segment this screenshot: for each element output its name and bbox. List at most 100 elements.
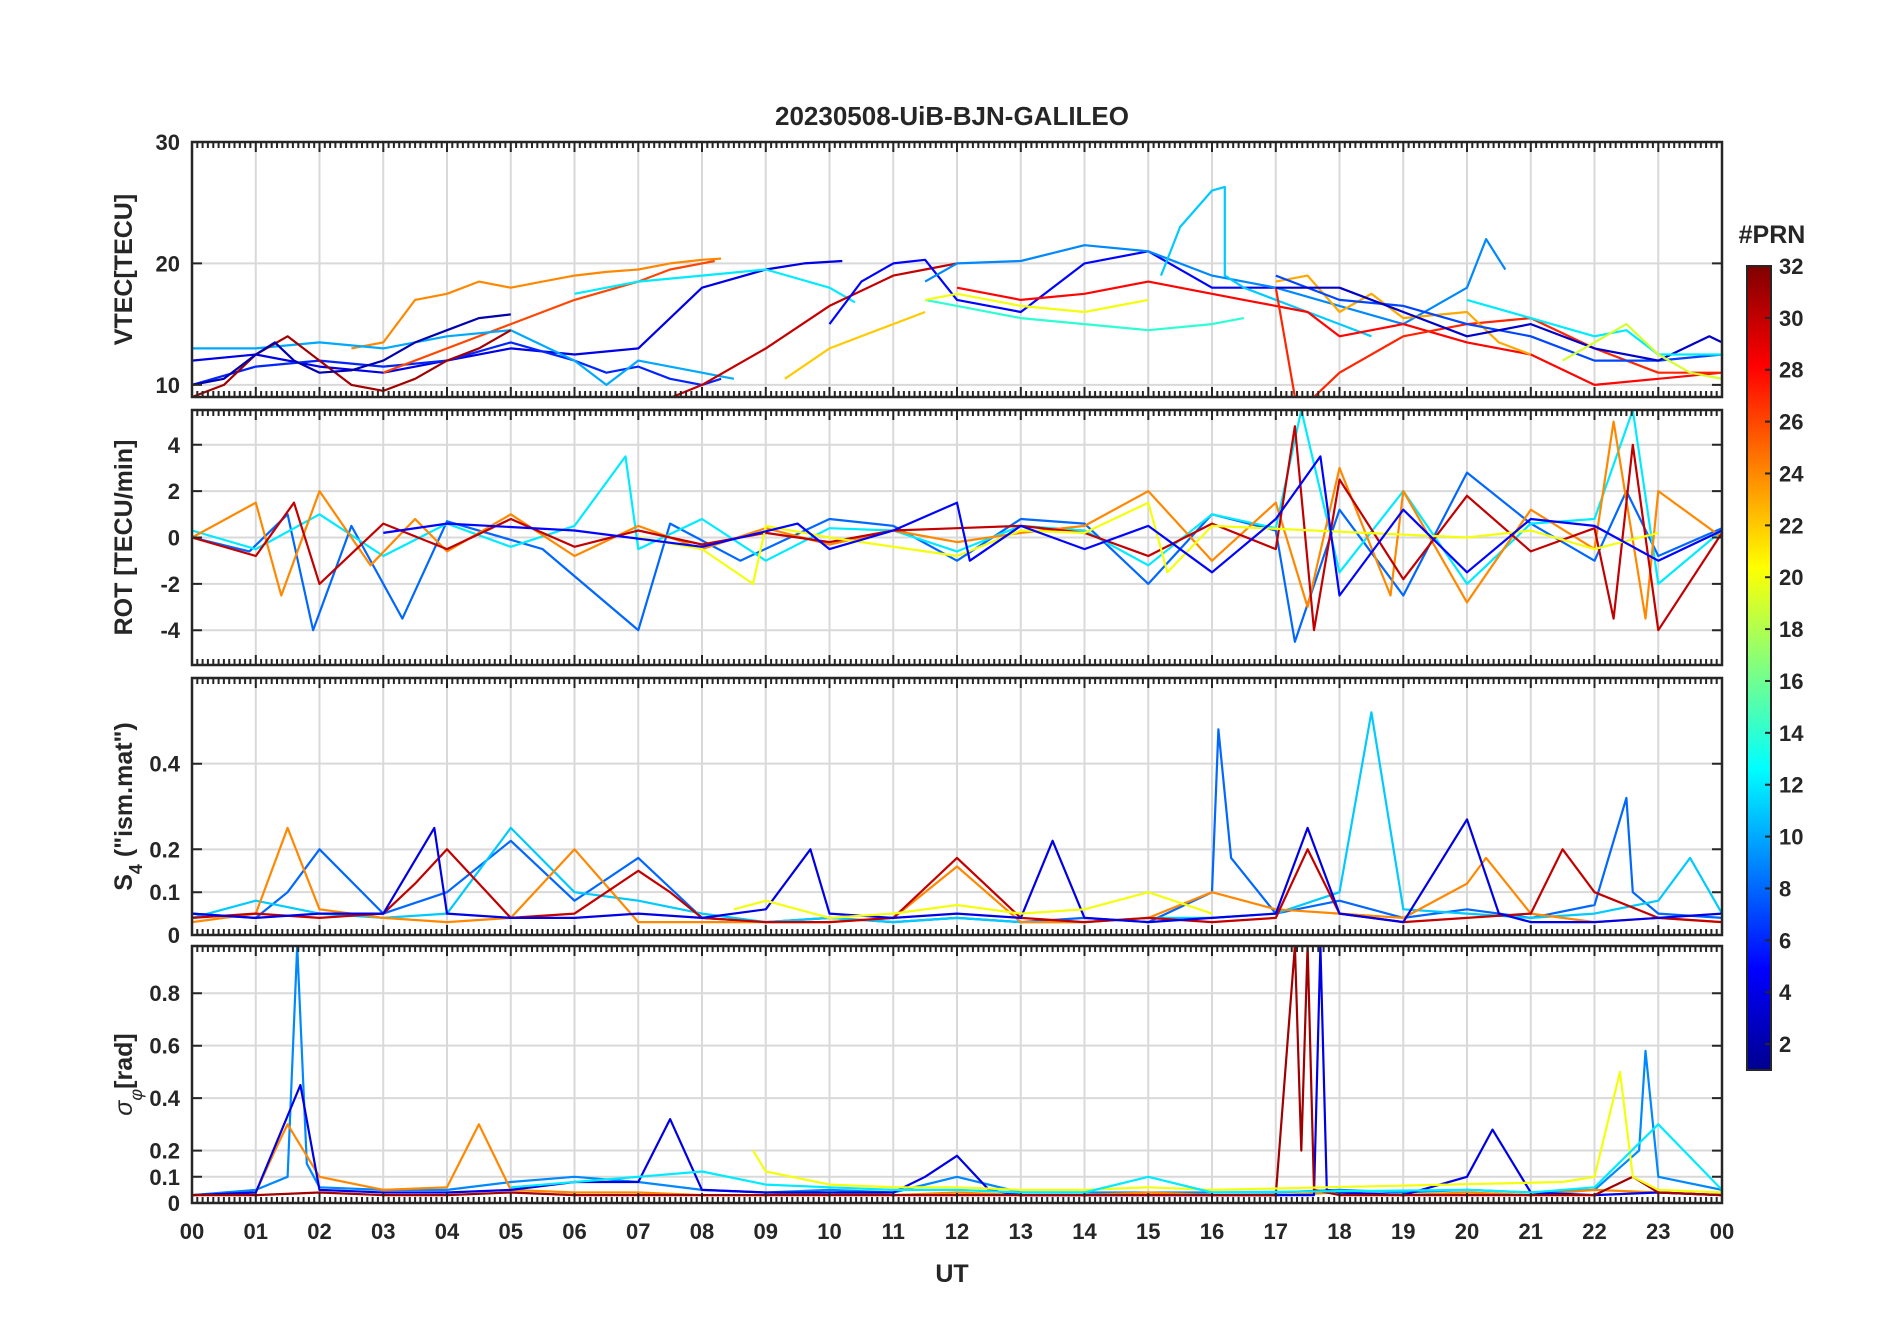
series-line-prn-5 xyxy=(828,250,1276,325)
x-tick-label: 01 xyxy=(244,1219,268,1244)
x-ticks xyxy=(191,946,1723,1203)
x-tick-label: 02 xyxy=(307,1219,331,1244)
series-line-prn-20 xyxy=(924,292,1149,314)
x-tick-label: 12 xyxy=(945,1219,969,1244)
x-tick-label: 00 xyxy=(1710,1219,1734,1244)
x-tick-label: 11 xyxy=(882,1219,905,1244)
series-line-prn-4 xyxy=(192,818,1722,924)
colorbar-gradient xyxy=(1746,265,1772,1071)
x-tick-label: 19 xyxy=(1391,1219,1415,1244)
colorbar-tick-label: 18 xyxy=(1779,617,1803,642)
series-line-prn-30 xyxy=(669,262,958,397)
y-axis-label-main: σ xyxy=(110,1100,138,1116)
series-line-prn-5 xyxy=(383,455,1722,597)
colorbar-tick-label: 28 xyxy=(1779,358,1803,383)
colorbar-tick-label: 8 xyxy=(1779,876,1791,901)
colorbar-tick-label: 14 xyxy=(1779,721,1804,746)
x-tick-label: 03 xyxy=(371,1219,395,1244)
colorbar-tick-label: 4 xyxy=(1779,980,1792,1005)
y-ticks xyxy=(192,141,1722,386)
y-axis-label: σφ[rad] xyxy=(110,1033,146,1115)
y-axis-label: ROT [TECU/min] xyxy=(110,440,138,636)
series-line-prn-28 xyxy=(956,280,1722,386)
y-axis-label: VTEC[TECU] xyxy=(110,194,138,345)
series-line-prn-24 xyxy=(192,420,1722,620)
y-axis-label-main: S xyxy=(110,874,138,891)
y-tick-label: 10 xyxy=(156,373,180,398)
x-tick-label: 22 xyxy=(1582,1219,1606,1244)
y-tick-label: 0.4 xyxy=(149,752,180,777)
series-line-prn-24 xyxy=(192,826,1722,924)
x-tick-label: 21 xyxy=(1519,1219,1543,1244)
x-tick-label: 15 xyxy=(1136,1219,1160,1244)
y-tick-label: 0.8 xyxy=(149,981,180,1006)
series-group xyxy=(192,185,1722,397)
series-line-prn-19 xyxy=(1562,323,1722,380)
series-line-prn-26 xyxy=(382,259,715,374)
x-tick-label: 17 xyxy=(1264,1219,1288,1244)
y-tick-label: 2 xyxy=(168,479,180,504)
colorbar-tick-label: 10 xyxy=(1779,825,1803,850)
y-tick-label: 0 xyxy=(168,526,180,551)
y-ticks xyxy=(192,992,1722,1204)
x-tick-label: 06 xyxy=(562,1219,586,1244)
x-tick-label: 13 xyxy=(1009,1219,1033,1244)
y-tick-label: 0.2 xyxy=(149,1139,180,1164)
x-ticks xyxy=(191,410,1723,665)
y-tick-label: 0 xyxy=(168,923,180,948)
series-line-prn-24 xyxy=(192,1123,1722,1197)
y-tick-label: 0.2 xyxy=(149,837,180,862)
panel-3: 00.10.20.4S4 ("ism.mat") xyxy=(110,676,1724,948)
colorbar-label: #PRN xyxy=(1739,221,1806,249)
x-tick-label: 10 xyxy=(817,1219,841,1244)
chart-title: 20230508-UiB-BJN-GALILEO xyxy=(775,101,1129,131)
y-axis-label-sub: φ xyxy=(126,1089,146,1101)
x-tick-label: 00 xyxy=(180,1219,204,1244)
y-tick-label: 20 xyxy=(156,251,180,276)
colorbar-tick-label: 6 xyxy=(1779,928,1791,953)
panel-4: 00.10.2 0.4 0.6 0.8 σφ[rad] xyxy=(110,944,1724,1216)
y-tick-label: 0.1 xyxy=(149,1165,180,1190)
x-tick-label: 14 xyxy=(1072,1219,1097,1244)
series-line-prn-20 xyxy=(752,1070,1722,1194)
x-tick-label: 09 xyxy=(754,1219,778,1244)
x-tick-labels: 00 01 02 03 04 05 06 07 08 09 10 11 12 13 14 15 16 17 18 19… xyxy=(180,1219,1734,1244)
series-line-prn-24 xyxy=(351,257,722,350)
colorbar-tick-label: 24 xyxy=(1779,461,1804,486)
series-line-prn-11 xyxy=(1159,185,1372,338)
series-line-prn-31 xyxy=(192,946,1722,1197)
y-axis-label-sub: 4 xyxy=(126,864,146,874)
y-tick-label: 4 xyxy=(168,433,181,458)
panel-2: -4 -2 0 2 4 ROT [TECU/min] xyxy=(110,408,1724,667)
series-line-prn-12 xyxy=(510,1123,1722,1194)
panel-1: 10 20 30 VTEC[TECU] xyxy=(110,130,1724,399)
y-tick-label: 0.4 xyxy=(149,1086,180,1111)
y-ticks xyxy=(192,762,1722,936)
y-tick-label: -4 xyxy=(160,618,180,643)
series-line-prn-31 xyxy=(192,329,512,397)
series-line-prn-8 xyxy=(192,471,1722,643)
series-line-prn-22 xyxy=(784,310,926,380)
colorbar-tick-label: 16 xyxy=(1779,669,1803,694)
colorbar-tick-label: 12 xyxy=(1779,773,1803,798)
colorbar-tick-label: 22 xyxy=(1779,513,1803,538)
y-ticks xyxy=(192,443,1722,632)
x-tick-label: 20 xyxy=(1455,1219,1479,1244)
colorbar-tick-label: 30 xyxy=(1779,306,1803,331)
x-tick-label: 05 xyxy=(499,1219,523,1244)
y-axis-label-rest: [rad] xyxy=(110,1033,138,1089)
series-line-prn-4 xyxy=(192,946,1722,1197)
y-tick-label: 0.1 xyxy=(149,880,180,905)
series-line-prn-6 xyxy=(192,341,722,386)
series-line-prn-30 xyxy=(192,848,1722,924)
series-line-prn-9 xyxy=(924,238,1507,326)
series-line-prn-2 xyxy=(192,313,511,386)
x-tick-label: 16 xyxy=(1200,1219,1224,1244)
series-group xyxy=(192,711,1722,924)
series-line-prn-20 xyxy=(733,891,1213,919)
series-line-prn-12 xyxy=(574,268,856,304)
series-group xyxy=(192,410,1722,643)
